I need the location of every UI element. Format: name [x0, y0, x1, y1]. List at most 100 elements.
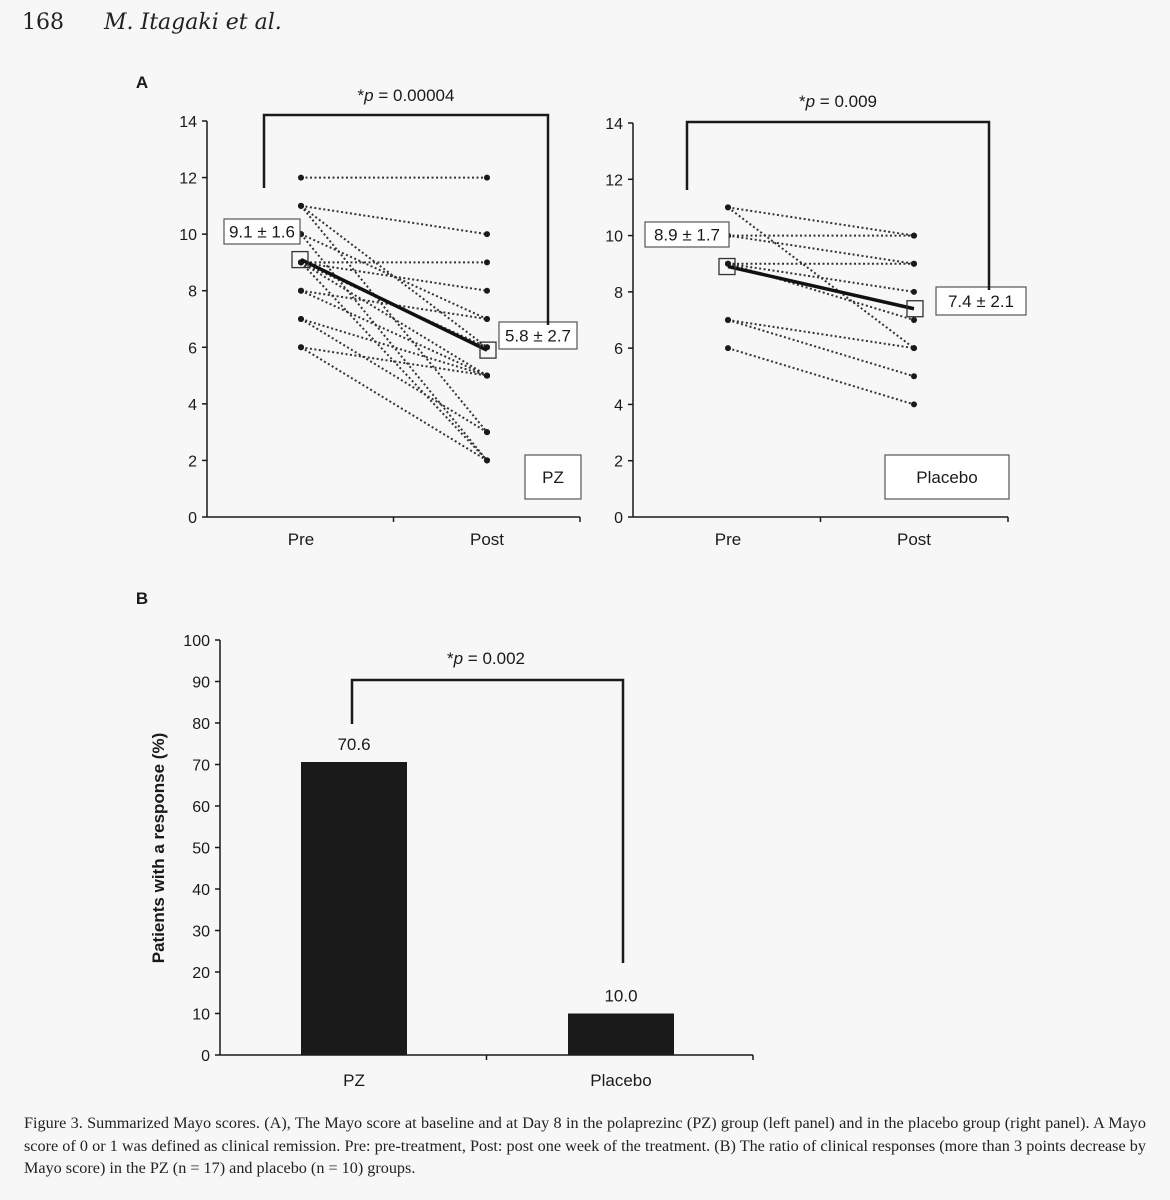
y-axis-label: Patients with a response (%)	[149, 733, 168, 964]
x-tick-label: Pre	[288, 530, 314, 549]
series-line	[300, 261, 488, 292]
series-line	[727, 206, 915, 237]
mean-label-box	[935, 286, 1027, 316]
y-tick-label: 0	[188, 510, 197, 527]
x-tick-label: PZ	[343, 1071, 365, 1090]
x-tick-label: Placebo	[590, 1071, 651, 1090]
y-tick-label: 8	[188, 284, 197, 301]
mean-label: 5.8 ± 2.7	[505, 327, 571, 346]
data-point	[484, 457, 490, 464]
bar-value-label: 10.0	[604, 987, 637, 1006]
y-tick-label: 80	[192, 716, 210, 733]
data-point	[725, 317, 731, 323]
y-tick-label: 12	[605, 172, 623, 189]
data-point	[298, 202, 304, 209]
y-tick-label: 8	[614, 285, 623, 302]
mean-marker	[718, 257, 736, 276]
data-point	[911, 401, 917, 408]
y-tick-label: 2	[614, 454, 623, 471]
data-point	[484, 372, 490, 379]
data-point	[911, 232, 917, 239]
y-tick-label: 0	[201, 1048, 210, 1065]
data-point	[725, 345, 731, 352]
bar-value-label: 70.6	[337, 735, 370, 754]
p-value-label: *p = 0.002	[447, 649, 525, 668]
series-line	[727, 319, 915, 350]
bar-placebo	[568, 1013, 674, 1055]
y-tick-label: 30	[192, 924, 210, 941]
series-line	[300, 205, 488, 433]
mean-label: 9.1 ± 1.6	[229, 223, 295, 242]
y-tick-label: 10	[605, 229, 623, 246]
mean-line	[300, 258, 488, 352]
y-tick-label: 20	[192, 965, 210, 982]
mean-label-box	[223, 218, 301, 245]
data-point	[911, 345, 917, 352]
data-point	[911, 317, 917, 323]
y-tick-label: 10	[192, 1007, 210, 1024]
mean-label: 7.4 ± 2.1	[948, 292, 1014, 311]
mean-line	[727, 264, 915, 311]
y-tick-label: 100	[183, 633, 210, 650]
series-line	[300, 261, 488, 462]
y-tick-label: 60	[192, 799, 210, 816]
y-tick-label: 10	[179, 227, 197, 244]
data-point	[484, 231, 490, 238]
series-line	[300, 233, 488, 462]
mean-marker	[906, 300, 924, 318]
series-line	[727, 234, 915, 265]
page-number: 168	[22, 10, 64, 35]
line-chart-placebo: 0 2 4 6 8 10 12 14 Pre Post 8.9 ± 1.7 7.4 ± 2.1 Plac…	[605, 92, 1027, 549]
data-point	[911, 288, 917, 295]
group-label-box	[884, 454, 1010, 500]
y-tick-label: 70	[192, 758, 210, 775]
mean-marker	[479, 341, 497, 359]
data-point	[484, 429, 490, 436]
x-tick-label: Post	[470, 530, 504, 549]
series-line	[300, 346, 488, 462]
mean-marker	[291, 250, 309, 269]
y-tick-label: 6	[614, 341, 623, 358]
series-line	[300, 318, 488, 377]
data-point	[911, 373, 917, 380]
data-point	[484, 316, 490, 322]
p-value-label: *p = 0.00004	[358, 86, 455, 105]
series-line	[727, 347, 915, 406]
y-tick-label: 0	[614, 510, 623, 527]
series-line	[300, 318, 488, 433]
data-point	[911, 260, 917, 267]
y-tick-label: 4	[188, 397, 197, 414]
group-label: PZ	[542, 468, 564, 487]
data-point	[484, 259, 490, 266]
series-line	[300, 204, 488, 236]
significance-bracket	[350, 678, 625, 963]
bar-chart-response: 0 10 20 30 40 50 60 70 80 90 100 70.6 PZ 10.0 Placebo *…	[136, 589, 754, 1090]
series-line	[727, 319, 915, 378]
y-tick-label: 12	[179, 171, 197, 188]
data-point	[298, 287, 304, 294]
group-label: Placebo	[916, 468, 977, 487]
bar-pz	[301, 762, 407, 1055]
data-point	[484, 174, 490, 181]
mean-label: 8.9 ± 1.7	[654, 226, 720, 245]
group-label-box	[524, 454, 582, 500]
data-point	[298, 344, 304, 351]
y-tick-label: 90	[192, 675, 210, 692]
y-tick-label: 14	[179, 114, 197, 131]
panel-label: A	[136, 73, 148, 92]
y-tick-label: 50	[192, 841, 210, 858]
y-tick-label: 14	[605, 116, 623, 133]
y-tick-label: 6	[188, 340, 197, 357]
data-point	[484, 287, 490, 294]
figure-caption: Figure 3. Summarized Mayo scores. (A), T…	[24, 1114, 1146, 1177]
y-tick-label: 2	[188, 453, 197, 470]
data-point	[298, 316, 304, 322]
x-tick-label: Post	[897, 530, 931, 549]
significance-bracket	[685, 120, 991, 290]
significance-bracket	[262, 113, 550, 325]
data-point	[725, 204, 731, 211]
running-head: M. Itagaki et al.	[104, 10, 282, 35]
line-chart-pz: 0 2 4 6 8 10 12 14 Pre Post 9.1 ± 1.6 5.8 ± 2.7 PZ *p…	[136, 73, 582, 549]
y-tick-label: 40	[192, 882, 210, 899]
x-tick-label: Pre	[715, 530, 741, 549]
